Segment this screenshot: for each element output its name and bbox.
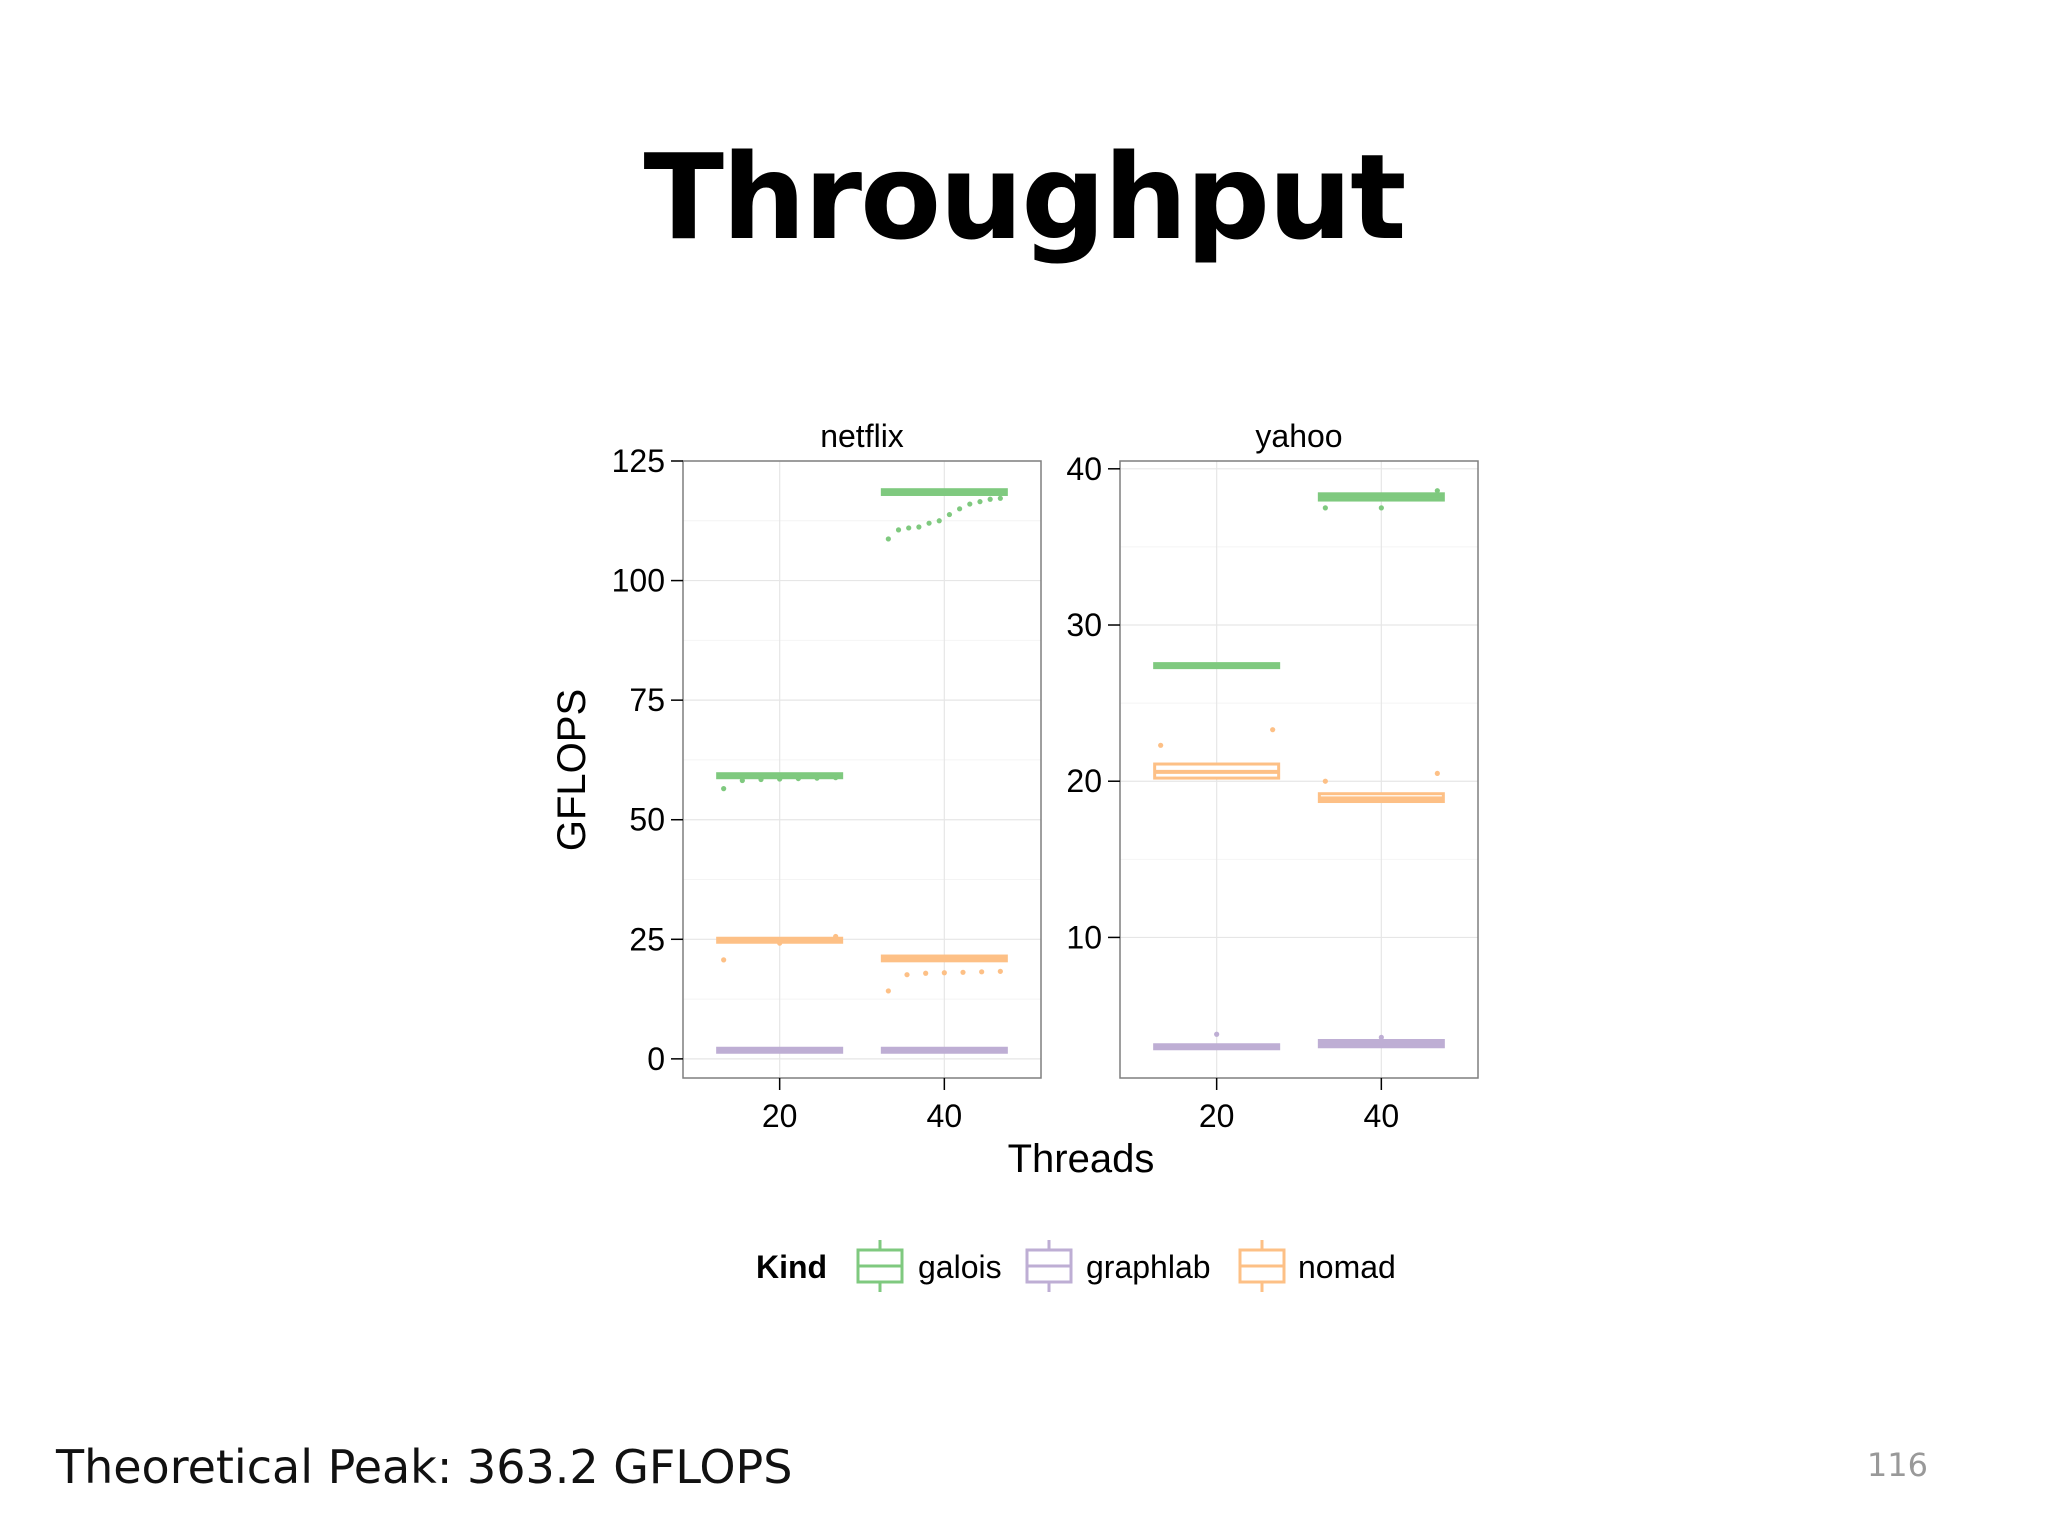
- galois-outlier-point: [997, 495, 1003, 501]
- x-tick-label: 40: [1364, 1098, 1400, 1134]
- galois-outlier-point: [833, 775, 839, 781]
- galois-outlier-point: [987, 496, 993, 502]
- galois-outlier-point: [977, 499, 983, 505]
- slide-number: 116: [1866, 1446, 1928, 1484]
- galois-outlier-point: [1378, 505, 1384, 511]
- panel-title: yahoo: [1255, 418, 1342, 454]
- y-tick-label: 75: [629, 682, 665, 718]
- nomad-outlier-point: [833, 933, 839, 940]
- panel-yahoo-border: [1119, 460, 1479, 1079]
- nomad-outlier-point: [979, 969, 985, 975]
- y-tick-label: 20: [1066, 763, 1102, 799]
- galois-outlier-point: [957, 506, 963, 512]
- nomad-outlier-point: [923, 970, 929, 976]
- galois-outlier-point: [946, 511, 953, 518]
- nomad-outlier-point: [1434, 770, 1440, 777]
- graphlab-outlier-point: [1214, 1031, 1220, 1037]
- galois-outlier-point: [936, 518, 942, 524]
- galois-outlier-point: [1322, 505, 1328, 511]
- panel-title: netflix: [820, 418, 904, 454]
- x-axis-title: Threads: [1008, 1137, 1155, 1181]
- y-tick-label: 25: [629, 921, 665, 957]
- nomad-outlier-point: [1322, 778, 1328, 784]
- x-tick-label: 40: [927, 1098, 963, 1134]
- panel-netflix-background: [683, 461, 1041, 1078]
- nomad-outlier-point: [997, 968, 1003, 974]
- galois-outlier-point: [777, 776, 783, 782]
- galois-outlier-point: [885, 536, 891, 542]
- nomad-outlier-point: [1158, 742, 1164, 748]
- y-tick-label: 50: [629, 802, 665, 838]
- galois-outlier-point: [739, 777, 745, 784]
- x-tick-label: 20: [762, 1098, 798, 1134]
- galois-outlier-point: [926, 520, 932, 526]
- galois-outlier-point: [895, 527, 902, 533]
- y-tick-label: 30: [1066, 607, 1102, 643]
- y-axis-title: GFLOPS: [550, 689, 594, 851]
- y-tick-label: 40: [1066, 451, 1102, 487]
- galois-outlier-point: [758, 776, 764, 783]
- legend-label-graphlab: graphlab: [1086, 1249, 1211, 1285]
- footer-note: Theoretical Peak: 363.2 GFLOPS: [56, 1440, 793, 1494]
- nomad-outlier-point: [941, 970, 947, 976]
- galois-outlier-point: [967, 501, 973, 507]
- galois-outlier-point: [721, 786, 727, 792]
- y-tick-label: 0: [647, 1041, 665, 1077]
- y-tick-label: 125: [612, 443, 665, 479]
- galois-outlier-point: [916, 524, 922, 530]
- nomad-outlier-point: [777, 940, 783, 946]
- legend-title: Kind: [756, 1249, 827, 1285]
- panel-netflix-border: [682, 460, 1042, 1079]
- nomad-outlier-point: [960, 969, 966, 975]
- x-tick-label: 20: [1199, 1098, 1235, 1134]
- galois-outlier-point: [814, 775, 820, 781]
- galois-outlier-point: [1434, 488, 1440, 494]
- nomad-outlier-point: [1270, 727, 1276, 733]
- legend-label-galois: galois: [918, 1249, 1002, 1285]
- nomad-outlier-point: [885, 988, 891, 994]
- nomad-outlier-point: [904, 972, 910, 978]
- y-tick-label: 10: [1066, 919, 1102, 955]
- galois-outlier-point: [795, 775, 801, 782]
- y-tick-label: 100: [612, 563, 665, 599]
- slide-title: Throughput: [643, 128, 1406, 266]
- legend-label-nomad: nomad: [1298, 1249, 1396, 1285]
- nomad-outlier-point: [721, 957, 727, 963]
- graphlab-outlier-point: [1378, 1034, 1384, 1040]
- galois-outlier-point: [906, 525, 912, 531]
